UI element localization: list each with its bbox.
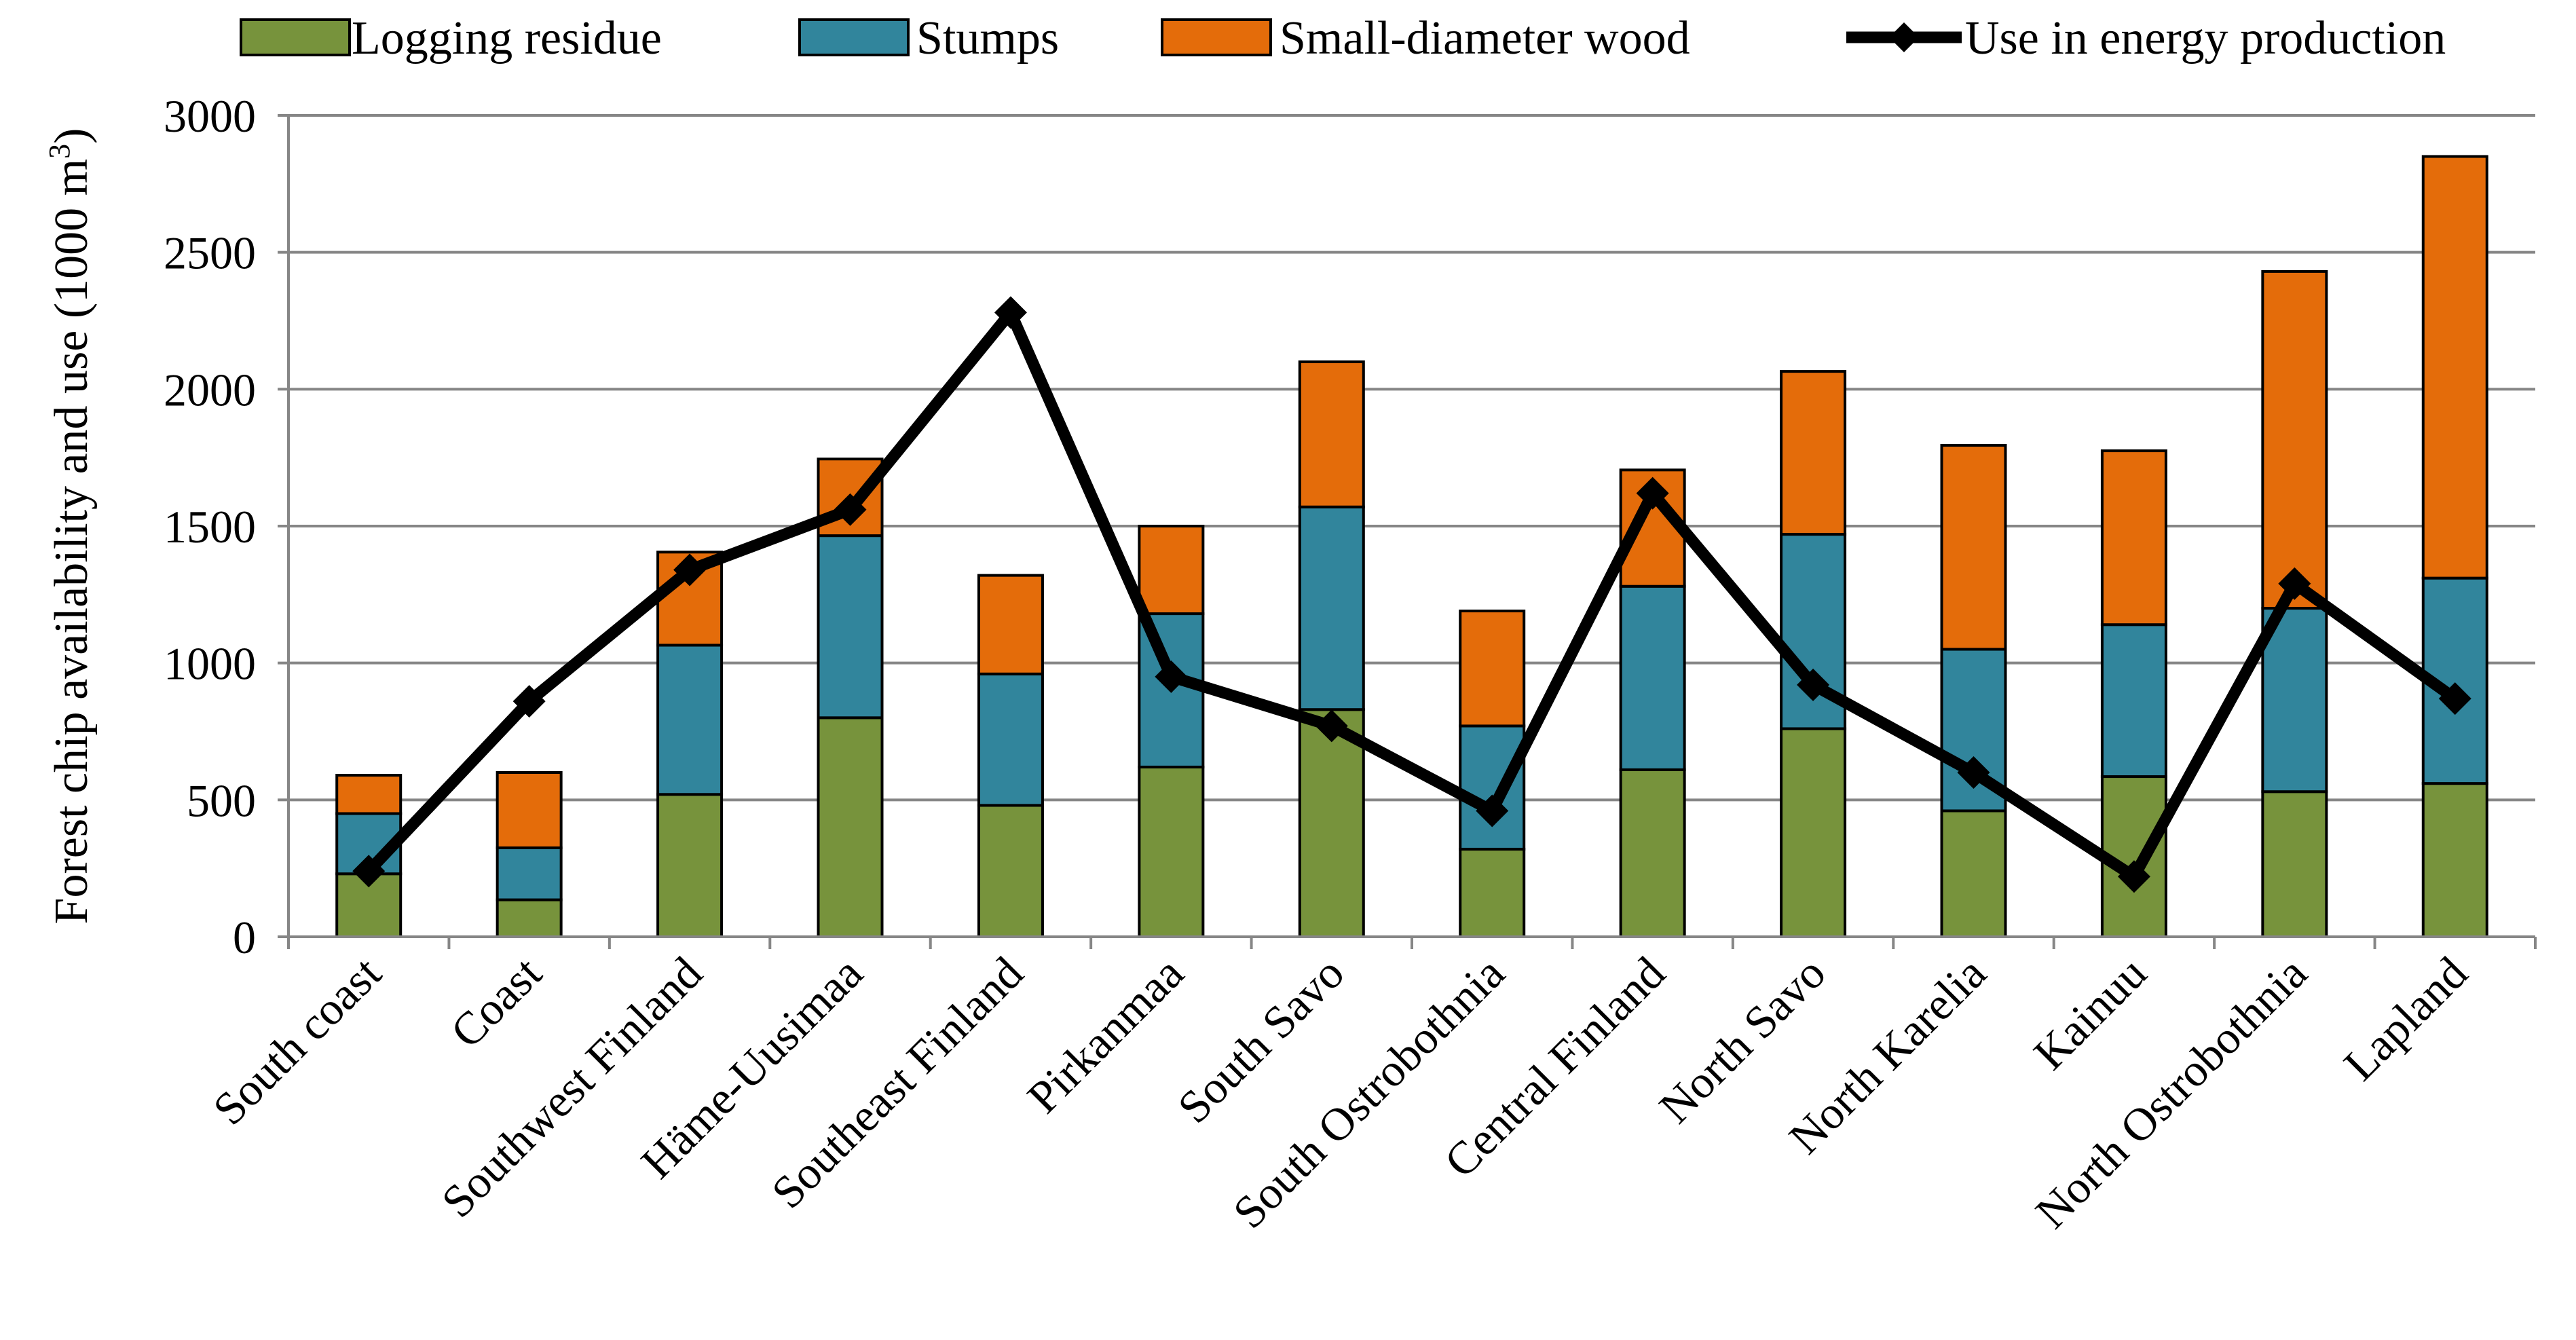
marker-use-in-energy-production-h-me-uusimaa [834, 493, 867, 526]
bars [335, 155, 2488, 939]
x-tick-label-coast: Coast [441, 947, 551, 1058]
axes [278, 114, 2537, 949]
bar-small-diameter-wood-south-coast [335, 774, 403, 815]
bar-logging-residue-coast [496, 898, 563, 939]
legend-swatch-stumps [798, 18, 910, 56]
legend-label-small-diameter-wood: Small-diameter wood [1280, 12, 1690, 64]
marker-use-in-energy-production-southwest-finland [673, 553, 707, 587]
gridlines [288, 114, 2535, 938]
bar-logging-residue-north-ostrobothnia [2261, 790, 2328, 938]
marker-use-in-energy-production-north-karelia [1957, 756, 1990, 789]
line-use-in-energy-production [365, 306, 2459, 882]
bar-stumps-kainuu [2100, 623, 2167, 779]
bar-small-diameter-wood-north-savo [1780, 370, 1847, 536]
legend-swatch-logging-residue [240, 18, 351, 56]
y-tick-label-0: 0 [233, 912, 256, 963]
bar-small-diameter-wood-south-ostrobothnia [1459, 610, 1526, 728]
bar-stumps-south-savo [1298, 505, 1365, 711]
y-tick-label-1500: 1500 [164, 501, 256, 553]
bar-stumps-southwest-finland [656, 644, 724, 796]
legend-swatch-small-diameter-wood [1161, 18, 1272, 56]
y-tick-label-1000: 1000 [164, 638, 256, 690]
marker-use-in-energy-production-coast [512, 685, 546, 718]
marker-use-in-energy-production-central-finland [1636, 477, 1669, 510]
legend-label-logging-residue: Logging residue [352, 12, 662, 64]
bar-small-diameter-wood-kainuu [2100, 449, 2167, 627]
bar-logging-residue-southeast-finland [977, 804, 1044, 939]
bar-small-diameter-wood-north-ostrobothnia [2261, 269, 2328, 610]
bar-logging-residue-southwest-finland [656, 793, 724, 939]
marker-use-in-energy-production-south-coast [352, 855, 386, 888]
y-axis-label-superscript: 3 [43, 144, 76, 159]
bar-stumps-central-finland [1619, 584, 1686, 771]
bar-stumps-h-me-uusimaa [817, 534, 884, 720]
bar-small-diameter-wood-coast [496, 771, 563, 849]
marker-use-in-energy-production-south-ostrobothnia [1476, 794, 1509, 827]
bar-logging-residue-north-savo [1780, 727, 1847, 938]
marker-use-in-energy-production-lapland [2438, 682, 2471, 715]
bar-stumps-north-ostrobothnia [2261, 607, 2328, 794]
bar-small-diameter-wood-lapland [2421, 155, 2488, 580]
y-axis-label-suffix: ) [45, 128, 98, 144]
x-tick-label-north-ostrobothnia: North Ostrobothnia [2026, 947, 2317, 1238]
bar-small-diameter-wood-north-karelia [1940, 444, 2007, 651]
marker-use-in-energy-production-north-ostrobothnia [2278, 567, 2311, 600]
bar-stumps-south-ostrobothnia [1459, 724, 1526, 851]
legend-marker-use-in-energy-production [1889, 22, 1919, 52]
bar-logging-residue-lapland [2421, 782, 2488, 938]
marker-use-in-energy-production-southeast-finland [994, 296, 1027, 329]
bar-logging-residue-central-finland [1619, 768, 1686, 939]
y-tick-label-3000: 3000 [164, 90, 256, 142]
bar-logging-residue-south-savo [1298, 708, 1365, 938]
bar-small-diameter-wood-pirkanmaa [1138, 525, 1205, 616]
y-tick-label-2500: 2500 [164, 227, 256, 279]
x-tick-label-south-ostrobothnia: South Ostrobothnia [1223, 947, 1514, 1238]
bar-logging-residue-pirkanmaa [1138, 765, 1205, 939]
bar-logging-residue-h-me-uusimaa [817, 716, 884, 939]
marker-use-in-energy-production-pirkanmaa [1155, 660, 1188, 693]
bar-logging-residue-north-karelia [1940, 809, 2007, 939]
bar-stumps-southeast-finland [977, 672, 1044, 807]
marker-use-in-energy-production-kainuu [2117, 860, 2150, 893]
marker-use-in-energy-production-north-savo [1797, 668, 1830, 701]
bar-stumps-coast [496, 846, 563, 901]
line-series [352, 296, 2471, 893]
y-tick-label-2000: 2000 [164, 364, 256, 415]
bar-small-diameter-wood-south-savo [1298, 360, 1365, 508]
y-tick-label-500: 500 [187, 775, 256, 826]
bar-logging-residue-south-ostrobothnia [1459, 847, 1526, 939]
y-axis-label: Forest chip availability and use (1000 m… [43, 128, 98, 925]
legend: Logging residue Stumps Small-diameter wood… [240, 12, 2446, 64]
x-tick-label-south-coast: South coast [203, 947, 391, 1135]
legend-label-stumps: Stumps [916, 12, 1059, 64]
bar-small-diameter-wood-southeast-finland [977, 574, 1044, 675]
y-axis-label-main: Forest chip availability and use (1000 m [45, 159, 98, 925]
y-tick-labels: 0 500 1000 1500 2000 2500 3000 [164, 90, 256, 963]
legend-label-use-in-energy-production: Use in energy production [1965, 12, 2446, 64]
marker-use-in-energy-production-south-savo [1315, 709, 1348, 743]
x-tick-label-kainuu: Kainuu [2023, 947, 2156, 1079]
x-tick-label-lapland: Lapland [2334, 947, 2477, 1090]
